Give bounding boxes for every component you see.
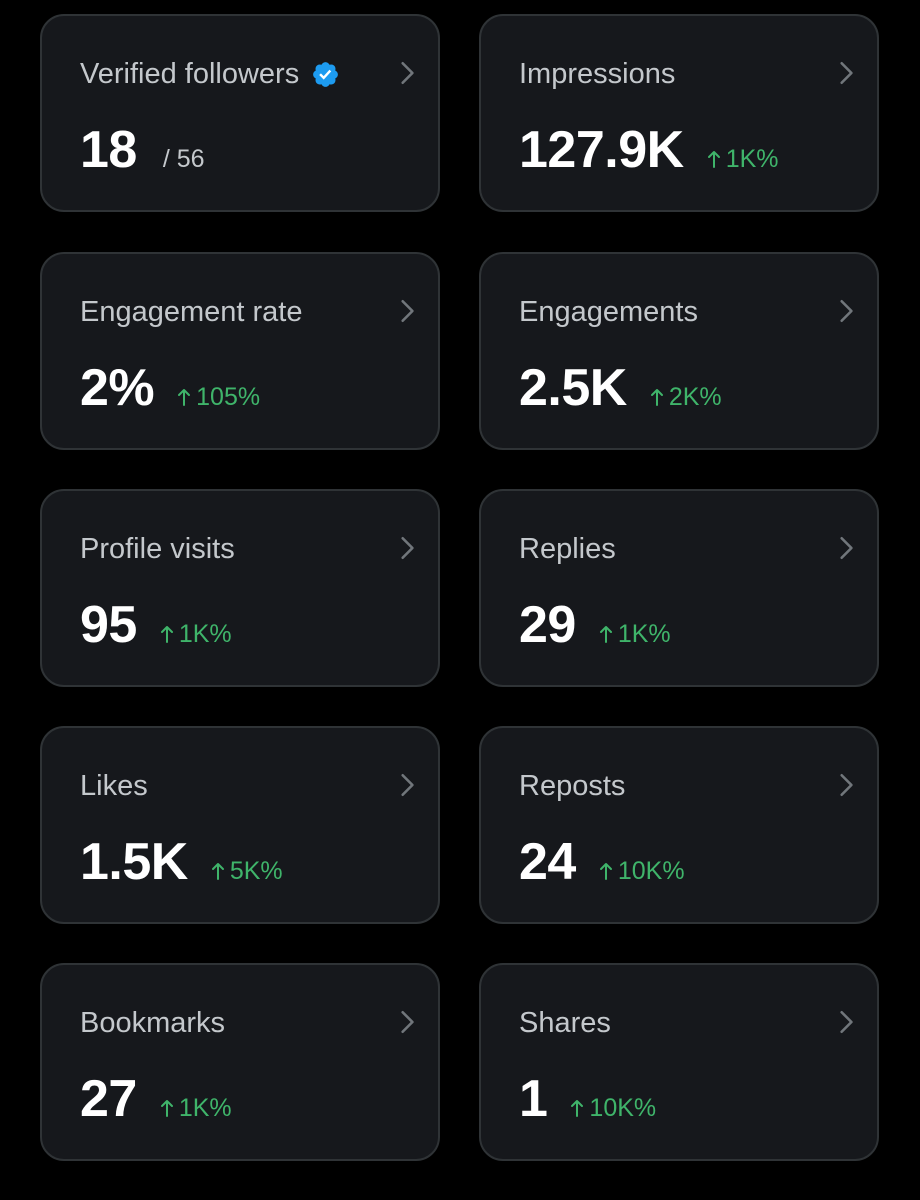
arrow-up-icon [599,863,612,880]
card-title: Replies [519,529,616,569]
chevron-right-icon [401,536,414,560]
card-value-row: 29 1K% [519,595,671,665]
metric-change: 5K% [210,857,283,886]
card-title: Impressions [519,54,675,94]
card-likes[interactable]: Likes 1.5K 5K% [40,726,440,924]
metric-change: 2K% [649,383,722,412]
metric-change-value: 2K% [668,383,722,411]
metric-value: 95 [80,596,137,654]
metric-change-value: 105% [196,383,261,411]
card-title-label: Likes [80,770,148,802]
metric-change: 1K% [598,620,671,649]
chevron-right-icon [840,536,853,560]
card-title-label: Reposts [519,770,626,802]
metric-change-value: 5K% [229,857,283,885]
metric-value: 27 [80,1070,137,1128]
card-title: Engagement rate [80,292,302,332]
card-title-label: Verified followers [80,58,300,90]
arrow-up-icon [160,626,173,643]
chevron-right-icon [840,299,853,323]
card-shares[interactable]: Shares 1 10K% [479,963,879,1161]
card-verified-followers[interactable]: Verified followers 18 / 56 [40,14,440,212]
card-title: Verified followers [80,54,340,94]
card-engagement-rate[interactable]: Engagement rate 2% 105% [40,252,440,450]
card-reposts[interactable]: Reposts 24 10K% [479,726,879,924]
arrow-up-icon [599,626,612,643]
card-value-row: 18 / 56 [80,120,205,190]
card-title: Profile visits [80,529,235,569]
card-title-label: Profile visits [80,533,235,565]
card-title-label: Shares [519,1007,611,1039]
metric-change-value: 1K% [178,620,232,648]
card-bookmarks[interactable]: Bookmarks 27 1K% [40,963,440,1161]
card-value-row: 127.9K 1K% [519,120,779,190]
metric-change: 1K% [159,1094,232,1123]
card-title: Reposts [519,766,625,806]
card-engagements[interactable]: Engagements 2.5K 2K% [479,252,879,450]
card-title: Bookmarks [80,1003,225,1043]
metric-change-value: 10K% [589,1094,657,1122]
metric-change: 1K% [706,145,779,174]
chevron-right-icon [401,299,414,323]
card-value-row: 24 10K% [519,832,685,902]
chevron-right-icon [840,61,853,85]
card-value-row: 1.5K 5K% [80,832,283,902]
metric-change: 10K% [598,857,685,886]
card-profile-visits[interactable]: Profile visits 95 1K% [40,489,440,687]
metric-value: 2.5K [519,359,627,417]
chevron-right-icon [840,773,853,797]
arrow-up-icon [707,151,720,168]
metric-value: 127.9K [519,121,684,179]
chevron-right-icon [401,61,414,85]
metric-change: 1K% [159,620,232,649]
card-title-label: Engagements [519,296,698,328]
metric-value: 2% [80,359,155,417]
card-value-row: 2.5K 2K% [519,358,722,428]
metric-change-value: 1K% [617,620,671,648]
arrow-up-icon [211,863,224,880]
chevron-right-icon [840,1010,853,1034]
metric-change-value: 1K% [725,145,779,173]
metric-total: / 56 [162,145,205,173]
metric-value: 29 [519,596,576,654]
card-title: Shares [519,1003,611,1043]
card-title-label: Engagement rate [80,296,303,328]
arrow-up-icon [571,1100,584,1117]
arrow-up-icon [178,389,191,406]
card-value-row: 1 10K% [519,1069,656,1139]
metric-value: 24 [519,833,576,891]
verified-badge-icon [313,61,339,87]
metric-value: 1 [519,1070,548,1128]
card-title: Likes [80,766,148,806]
metric-change-value: 1K% [178,1094,232,1122]
arrow-up-icon [650,389,663,406]
card-value-row: 95 1K% [80,595,232,665]
metric-value: 18 [80,121,137,179]
metric-change-value: 10K% [617,857,685,885]
card-replies[interactable]: Replies 29 1K% [479,489,879,687]
chevron-right-icon [401,773,414,797]
card-value-row: 2% 105% [80,358,260,428]
card-title: Engagements [519,292,698,332]
arrow-up-icon [160,1100,173,1117]
metric-value: 1.5K [80,833,188,891]
metric-change: 10K% [569,1094,656,1123]
card-title-label: Bookmarks [80,1007,226,1039]
card-value-row: 27 1K% [80,1069,232,1139]
chevron-right-icon [401,1010,414,1034]
card-impressions[interactable]: Impressions 127.9K 1K% [479,14,879,212]
card-title-label: Replies [519,533,616,565]
card-title-label: Impressions [519,58,676,90]
metric-change: 105% [176,383,260,412]
